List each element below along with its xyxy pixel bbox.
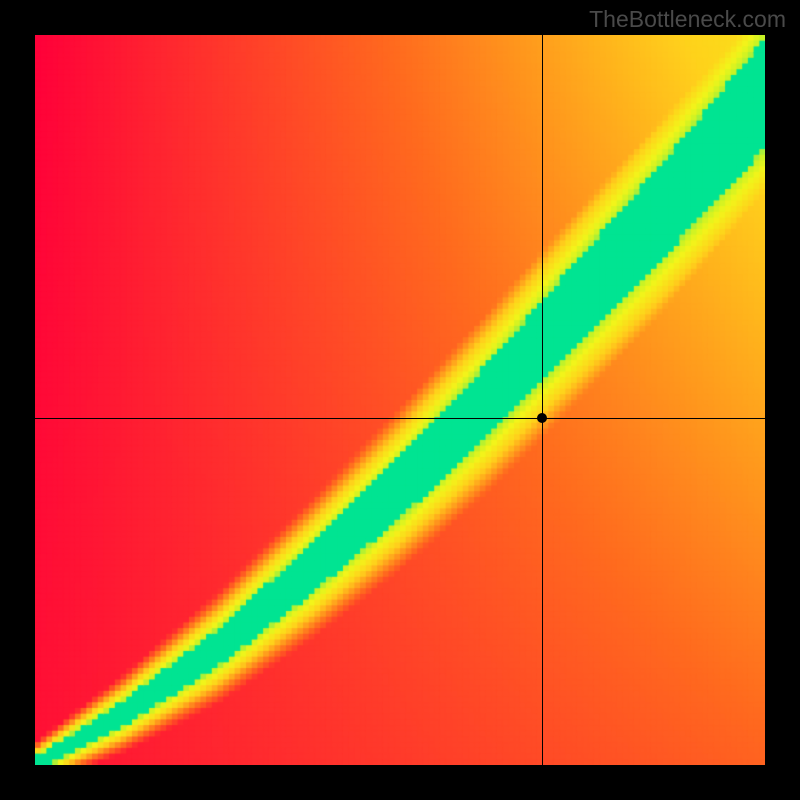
marker-dot xyxy=(537,413,547,423)
watermark-label: TheBottleneck.com xyxy=(589,6,786,33)
crosshair-vertical xyxy=(542,35,543,765)
chart-container: TheBottleneck.com xyxy=(0,0,800,800)
bottleneck-heatmap xyxy=(35,35,765,765)
crosshair-horizontal xyxy=(35,418,765,419)
